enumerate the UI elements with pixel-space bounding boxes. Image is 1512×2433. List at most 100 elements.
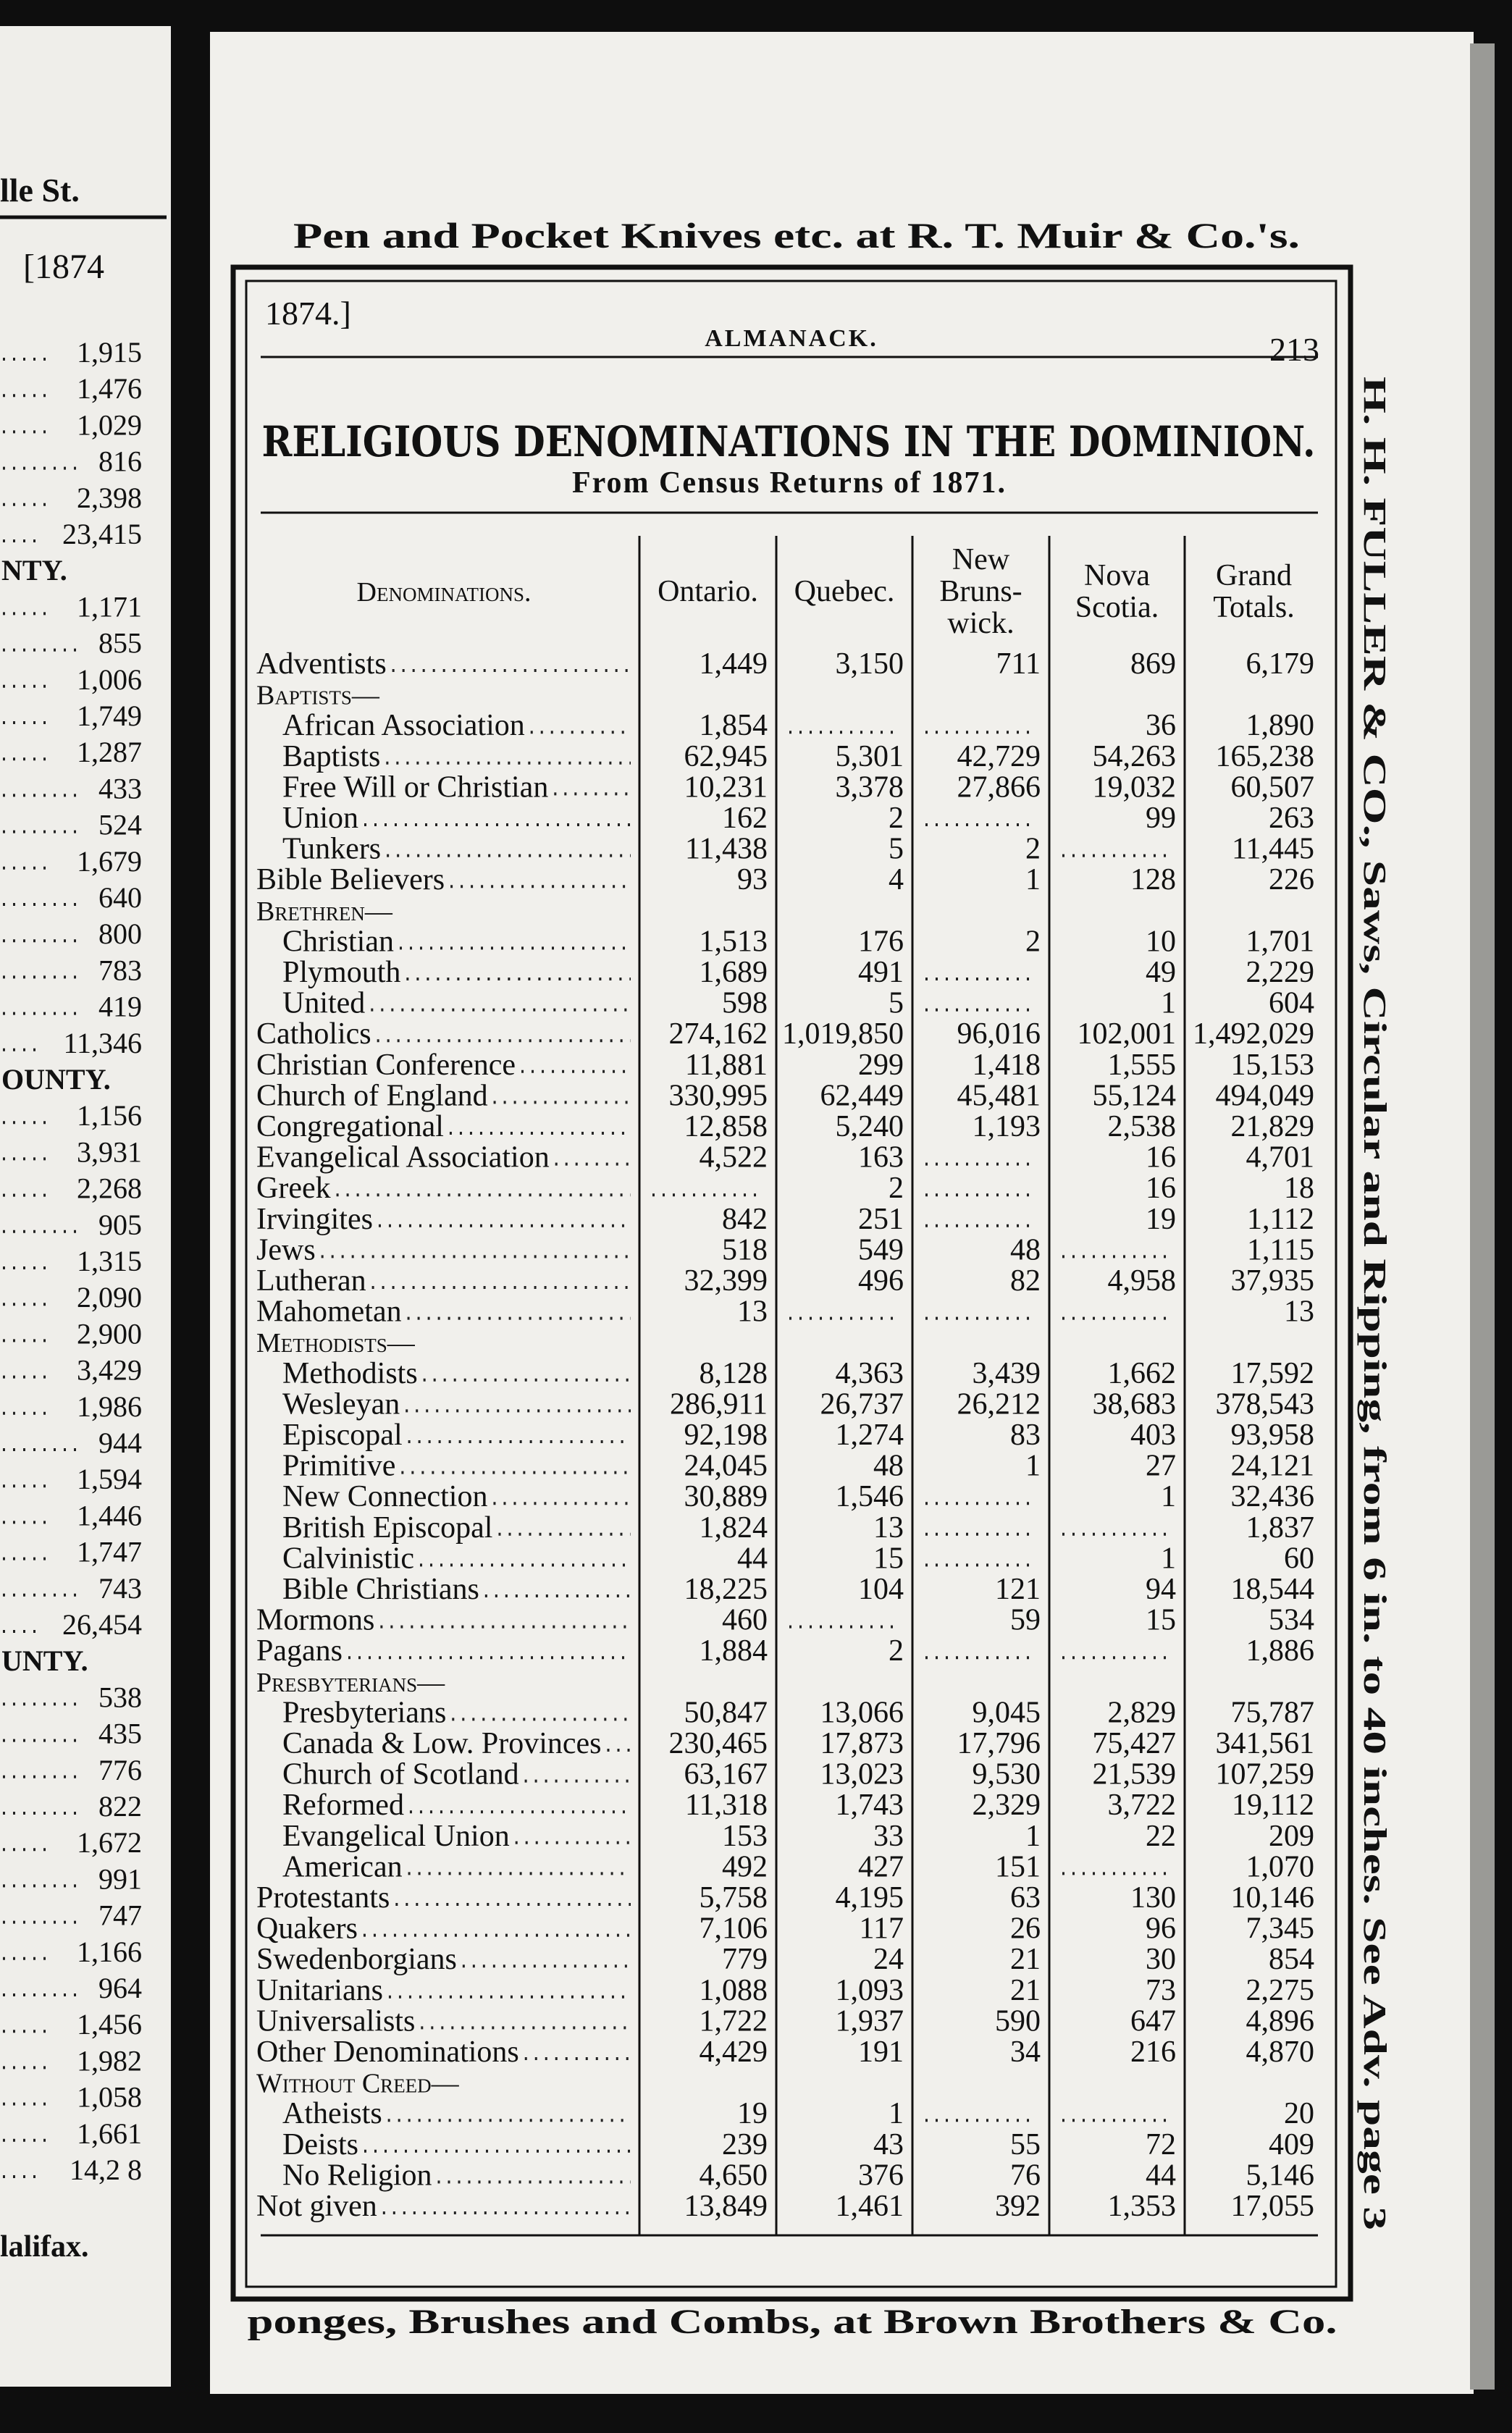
left-number: 1,661 xyxy=(77,2117,142,2150)
row-label: Primitive xyxy=(282,1450,395,1483)
cell-value: 37,935 xyxy=(1231,1264,1315,1298)
cell-value: 153 xyxy=(722,1820,768,1853)
row-label: Mormons xyxy=(256,1604,374,1637)
row-label: Adventists xyxy=(256,647,387,681)
cell-value: 1,701 xyxy=(1246,925,1315,958)
row-label: British Episcopal xyxy=(282,1511,492,1545)
cell-value: 17,055 xyxy=(1231,2190,1315,2223)
left-number: 1,986 xyxy=(77,1390,142,1423)
row-label: Reformed xyxy=(282,1789,404,1822)
left-number: 1,982 xyxy=(77,2044,142,2077)
left-heading: UNTY. xyxy=(1,1644,88,1677)
cell-value: 1,193 xyxy=(973,1110,1041,1143)
cell-value: 63 xyxy=(1010,1881,1041,1915)
cell-value: 13 xyxy=(737,1295,768,1329)
cell-value: 1,353 xyxy=(1108,2190,1177,2223)
left-number: 1,679 xyxy=(77,845,142,878)
column-header: Bruns- xyxy=(939,575,1022,608)
left-footer: lalifax. xyxy=(0,2230,89,2264)
cell-value: 191 xyxy=(858,2035,904,2069)
left-number: 1,476 xyxy=(77,372,142,405)
cell-value: 63,167 xyxy=(684,1758,768,1791)
left-number: 855 xyxy=(98,627,142,660)
cell-value: 1 xyxy=(889,2097,904,2130)
cell-value: 93,958 xyxy=(1231,1419,1315,1452)
cell-value: 409 xyxy=(1269,2128,1314,2161)
cell-value: 1,722 xyxy=(700,2004,768,2038)
cell-value: 16 xyxy=(1146,1141,1176,1175)
cell-value: 13 xyxy=(873,1511,904,1545)
row-label: Mahometan xyxy=(256,1295,402,1329)
cell-value: 1 xyxy=(1025,863,1041,896)
cell-value: 7,106 xyxy=(700,1912,768,1946)
cell-value: 1,884 xyxy=(700,1634,768,1668)
cell-value: 1,461 xyxy=(836,2190,904,2223)
cell-value: 274,162 xyxy=(669,1017,768,1051)
cell-value: 1,824 xyxy=(700,1511,768,1545)
cell-value: 18 xyxy=(1284,1172,1314,1205)
cell-value: 1,743 xyxy=(836,1789,904,1822)
cell-value: 1 xyxy=(1161,1542,1176,1575)
row-label: Union xyxy=(282,802,358,835)
cell-value: 176 xyxy=(858,925,904,958)
cell-value: 4,363 xyxy=(836,1357,904,1390)
cell-value: 93 xyxy=(737,863,768,896)
row-label: Christian Conference xyxy=(256,1049,516,1082)
cell-value: 10 xyxy=(1146,925,1176,958)
group-label: Brethren— xyxy=(256,896,393,927)
cell-value: 1,070 xyxy=(1246,1850,1315,1883)
cell-value: 45,481 xyxy=(957,1079,1041,1112)
cell-value: 44 xyxy=(737,1542,768,1575)
row-label: Lutheran xyxy=(256,1264,366,1298)
cell-value: 1,937 xyxy=(836,2004,904,2038)
cell-value: 230,465 xyxy=(669,1727,768,1760)
cell-value: 17,873 xyxy=(820,1727,904,1760)
cell-value: 226 xyxy=(1269,863,1314,896)
cell-value: 60,507 xyxy=(1231,770,1315,804)
left-number: 524 xyxy=(98,809,142,841)
cell-value: 5,758 xyxy=(700,1881,768,1915)
cell-value: 2 xyxy=(1025,833,1041,866)
cell-value: 94 xyxy=(1146,1573,1176,1606)
cell-value: 5 xyxy=(889,833,904,866)
cell-value: 209 xyxy=(1269,1820,1314,1853)
cell-value: 4,195 xyxy=(836,1881,904,1915)
cell-value: 11,445 xyxy=(1232,833,1314,866)
cell-value: 590 xyxy=(995,2004,1041,2038)
cell-value: 549 xyxy=(858,1233,904,1266)
cell-value: 117 xyxy=(860,1912,904,1946)
left-number: 419 xyxy=(98,991,142,1023)
cell-value: 1,492,029 xyxy=(1193,1017,1314,1051)
cell-value: 711 xyxy=(996,647,1041,681)
left-number: 1,672 xyxy=(77,1826,142,1859)
cell-value: 13,023 xyxy=(820,1758,904,1791)
column-header: wick. xyxy=(947,607,1014,640)
cell-value: 102,001 xyxy=(1078,1017,1177,1051)
cell-value: 460 xyxy=(722,1604,768,1637)
group-label: Methodists— xyxy=(256,1328,416,1358)
row-label: Not given xyxy=(256,2190,377,2223)
cell-value: 1,019,850 xyxy=(782,1017,904,1051)
row-label: New Connection xyxy=(282,1480,487,1513)
cell-value: 1 xyxy=(1161,1480,1176,1513)
cell-value: 50,847 xyxy=(684,1696,768,1729)
row-label: Tunkers xyxy=(282,833,381,866)
row-label: Baptists xyxy=(282,740,380,773)
cell-value: 75,787 xyxy=(1231,1696,1315,1729)
cell-value: 21 xyxy=(1010,1974,1041,2007)
left-number: 2,090 xyxy=(77,1281,142,1314)
row-label: Plymouth xyxy=(282,956,400,989)
left-number: 23,415 xyxy=(62,518,142,550)
left-number: 1,006 xyxy=(77,663,142,696)
cell-value: 27,866 xyxy=(957,770,1041,804)
row-label: Church of England xyxy=(256,1079,488,1112)
cell-value: 44 xyxy=(1146,2159,1176,2192)
group-label: Baptists— xyxy=(256,681,380,711)
cell-value: 83 xyxy=(1010,1419,1041,1452)
row-label: African Association xyxy=(282,709,525,742)
cell-value: 104 xyxy=(858,1573,904,1606)
row-label: Quakers xyxy=(256,1912,358,1946)
row-label: Presbyterians xyxy=(282,1696,446,1729)
left-number: 3,931 xyxy=(77,1135,142,1168)
